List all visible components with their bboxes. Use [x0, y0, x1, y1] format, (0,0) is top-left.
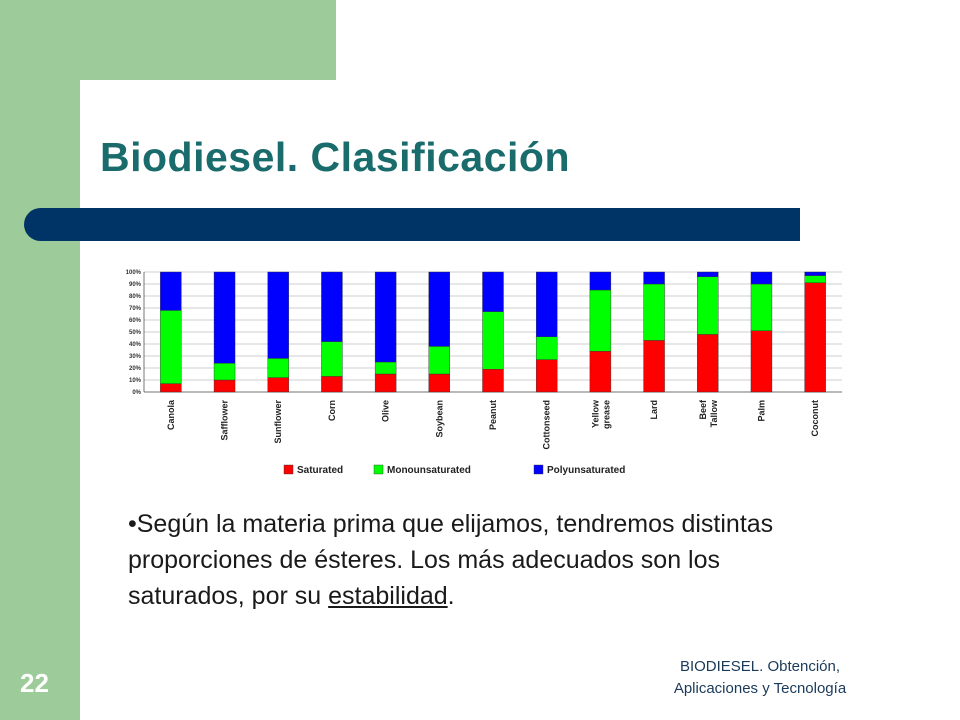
bar-segment	[535, 271, 558, 338]
legend-swatch	[533, 464, 544, 475]
bullet-emphasis: estabilidad	[328, 582, 448, 610]
bar-segment	[213, 271, 236, 364]
y-tick-label: 70%	[129, 306, 142, 312]
bar-segment	[697, 271, 719, 278]
slide-title: Biodiesel. Clasificación	[100, 134, 570, 180]
bar-segment	[213, 379, 236, 393]
y-tick-label: 90%	[129, 282, 142, 288]
legend-label: Monounsaturated	[387, 465, 471, 476]
bar-segment	[643, 271, 665, 285]
bar-segment	[428, 271, 451, 347]
y-tick-label: 50%	[129, 330, 142, 336]
y-tick-label: 10%	[129, 378, 142, 384]
content-panel	[80, 80, 960, 720]
bar-segment	[428, 373, 451, 393]
bar-segment	[374, 361, 397, 375]
bar-segment	[482, 271, 504, 312]
bar-segment	[428, 346, 451, 375]
bar-segment	[160, 271, 182, 311]
y-tick-label: 40%	[129, 342, 142, 348]
y-tick-label: 0%	[132, 390, 141, 396]
bar-segment	[804, 271, 826, 276]
category-label: Coconut	[810, 400, 820, 437]
green-side-band	[0, 0, 80, 720]
bar-segment	[750, 330, 773, 393]
bar-segment	[321, 376, 343, 393]
category-label: Palm	[756, 400, 766, 422]
bar-segment	[321, 271, 343, 342]
bar-segment	[804, 282, 826, 393]
legend-label: Polyunsaturated	[547, 465, 625, 476]
stacked-bar-chart: 0% 10% 20% 30% 40% 50% 60% 70% 80% 90% 100% Canola S…	[126, 270, 842, 476]
bar-segment	[535, 359, 558, 393]
category-label: Peanut	[488, 400, 498, 430]
category-label: BeefTallow	[698, 399, 719, 427]
category-label: Corn	[327, 400, 337, 421]
y-tick-label: 60%	[129, 318, 142, 324]
y-tick-label: 80%	[129, 294, 142, 300]
legend-label: Saturated	[297, 465, 343, 476]
category-label: Cottonseed	[542, 400, 552, 450]
legend-swatch	[283, 464, 294, 475]
category-label: Safflower	[220, 400, 230, 441]
bar-segment	[750, 271, 773, 285]
bar-segment	[482, 368, 504, 393]
bar-segment	[267, 271, 289, 359]
bar-segment	[697, 276, 719, 335]
bar-segment	[589, 289, 612, 352]
footer-line-2: Aplicaciones y Tecnología	[673, 680, 847, 697]
bar-segment	[374, 373, 397, 393]
y-tick-label: 30%	[129, 354, 142, 360]
y-tick-label: 20%	[129, 366, 142, 372]
bar-segment	[267, 377, 289, 393]
footer-line-1: BIODIESEL. Obtención,	[679, 658, 841, 675]
y-tick-label: 100%	[126, 270, 142, 276]
bullet-tail: .	[447, 582, 455, 610]
bar-segment	[160, 383, 182, 393]
title-underline-bar	[24, 208, 800, 241]
green-top-band	[0, 0, 336, 80]
category-label: Canola	[166, 399, 176, 430]
bar-segment	[750, 283, 773, 331]
category-label: Lard	[649, 400, 659, 420]
bar-segment	[643, 283, 665, 341]
bar-segment	[482, 311, 504, 370]
footer: BIODIESEL. Obtención, Aplicaciones y Tec…	[630, 656, 890, 700]
bar-segment	[804, 275, 826, 284]
category-label: Olive	[381, 400, 391, 422]
bar-segment	[374, 271, 397, 363]
legend-swatch	[373, 464, 384, 475]
page-number: 22	[20, 668, 49, 698]
bar-segment	[213, 362, 236, 381]
category-label: Sunflower	[273, 400, 283, 444]
bullet-text: •Según la materia prima que elijamos, te…	[128, 506, 828, 614]
bar-segment	[589, 271, 612, 291]
bar-segment	[321, 341, 343, 377]
bar-segment	[643, 340, 665, 393]
bar-segment	[267, 358, 289, 378]
bar-segment	[697, 334, 719, 393]
bar-segment	[535, 336, 558, 360]
bar-segment	[160, 310, 182, 384]
category-label: Yellowgrease	[590, 399, 611, 429]
bullet-lead: •Según la materia prima que elijamos, te…	[128, 510, 774, 610]
category-label: Soybean	[434, 400, 444, 438]
bar-segment	[589, 350, 612, 393]
